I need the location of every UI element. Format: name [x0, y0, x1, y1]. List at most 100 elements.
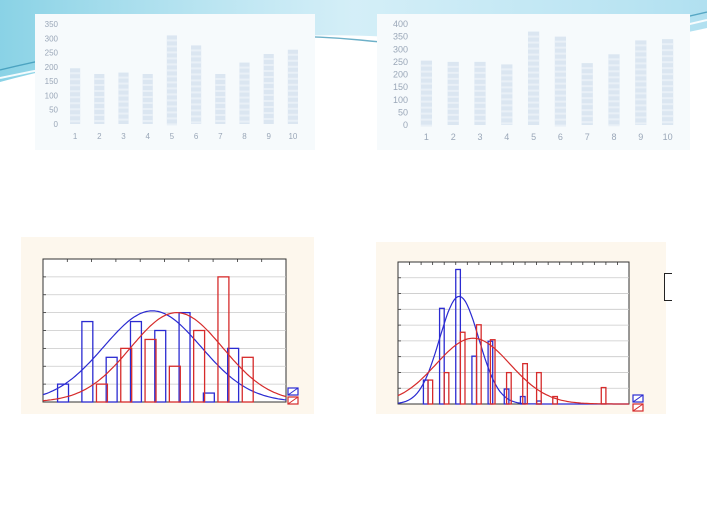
bar-stripe [239, 66, 250, 69]
bar-stripe [554, 58, 567, 61]
histogram-left-svg [42, 258, 299, 405]
bar-stripe [635, 56, 647, 59]
bar-chart-left: 0 50 100 150 200 250 300 350 1 2 3 4 5 6 7 8 9 10 [35, 14, 315, 150]
bar-stripe [94, 102, 105, 104]
bar-stripe [527, 95, 540, 98]
bar-stripe [581, 85, 593, 88]
bar-stripe [474, 101, 486, 104]
bar-stripe [581, 121, 593, 124]
bar-stripe [608, 76, 620, 79]
histogram-bar-red [443, 371, 450, 405]
bar [661, 39, 674, 125]
histogram-bar-blue [81, 320, 94, 403]
bar-stripe [635, 62, 647, 65]
bar-stripe [118, 82, 129, 85]
x-tick-label: 7 [585, 132, 590, 142]
bar-stripe [635, 68, 647, 71]
bar-stripe [474, 119, 486, 122]
bar-chart-left-svg: 0 50 100 150 200 250 300 350 1 2 3 4 5 6 7 8 9 10 [45, 20, 298, 141]
bar-stripe [166, 99, 177, 102]
normal-fit-curve-red [397, 337, 629, 405]
bar-stripe [191, 67, 202, 70]
bar-stripe [94, 120, 105, 122]
bar-stripe [166, 39, 177, 42]
bar-stripe [635, 98, 647, 101]
x-tick-label: 1 [73, 132, 78, 141]
bar-stripe [474, 83, 486, 86]
histogram-bar-red [168, 365, 181, 403]
bar-stripe [661, 97, 674, 100]
bar-stripe [166, 69, 177, 72]
bar-stripe [501, 92, 513, 95]
bar-stripe [166, 63, 177, 66]
bar-stripe [166, 105, 177, 108]
bar-stripe [661, 67, 674, 70]
histogram-bar-red [475, 324, 482, 405]
bar-stripe [527, 107, 540, 110]
bar-stripe [142, 108, 153, 110]
bar-stripe [661, 85, 674, 88]
bar-stripe [581, 103, 593, 106]
histogram-bar-blue [56, 383, 70, 403]
bar-stripe [447, 95, 459, 98]
bar-stripe [474, 71, 486, 74]
bar-stripe [501, 86, 513, 89]
bar-stripe [420, 106, 433, 109]
bar-stripe [635, 50, 647, 53]
bar-stripe [554, 124, 567, 127]
bar-stripe [142, 90, 153, 92]
bar-stripe [501, 104, 513, 107]
normal-fit-curve-red [42, 311, 287, 402]
x-tick-label: 6 [558, 132, 563, 142]
bar-stripe [554, 88, 567, 91]
bar-stripe [554, 76, 567, 79]
bar-stripe [635, 104, 647, 107]
bar-stripe [581, 67, 593, 70]
y-tick-label: 100 [393, 95, 408, 105]
bar-stripe [608, 118, 620, 121]
x-tick-label: 5 [170, 132, 175, 141]
bar-stripe [474, 107, 486, 110]
bar-stripe [263, 100, 274, 102]
bar-stripe [215, 108, 226, 110]
bar-stripe [554, 106, 567, 109]
bar-stripe [474, 95, 486, 98]
bar-stripe [527, 59, 540, 62]
bar-stripe [94, 108, 105, 110]
bar-stripe [420, 82, 433, 85]
bar-stripe [661, 43, 674, 46]
bar-stripe [608, 94, 620, 97]
bar-stripe [118, 118, 129, 121]
bar-stripe [661, 61, 674, 64]
bar-stripe [191, 115, 202, 118]
bar-stripe [661, 109, 674, 112]
bar-stripe [142, 120, 153, 122]
bar-stripe [215, 96, 226, 98]
bar-stripe [191, 85, 202, 88]
bar-stripe [142, 102, 153, 104]
y-tick-label: 400 [393, 19, 408, 29]
bar-stripe [70, 96, 81, 99]
y-tick-label: 250 [393, 57, 408, 67]
bar-stripe [581, 97, 593, 100]
histogram-bar-red [193, 329, 206, 403]
bar-stripe [527, 77, 540, 80]
bar-stripe [239, 114, 250, 117]
bar [447, 61, 459, 125]
bar-stripe [581, 79, 593, 82]
y-tick-label: 0 [403, 120, 408, 130]
bar-stripe [635, 74, 647, 77]
x-tick-label: 2 [451, 132, 456, 142]
y-tick-label: 350 [45, 20, 59, 29]
x-tick-label: 10 [663, 132, 673, 142]
bar-stripe [661, 73, 674, 76]
bar-stripe [287, 53, 298, 56]
bar-stripe [287, 113, 298, 116]
legend-swatch-hatch [632, 394, 644, 403]
bar-stripe [191, 91, 202, 94]
bar-stripe [239, 120, 250, 123]
x-tick-label: 1 [424, 132, 429, 142]
bar-stripe [608, 106, 620, 109]
bar-stripe [420, 124, 433, 127]
bar-stripe [608, 112, 620, 115]
